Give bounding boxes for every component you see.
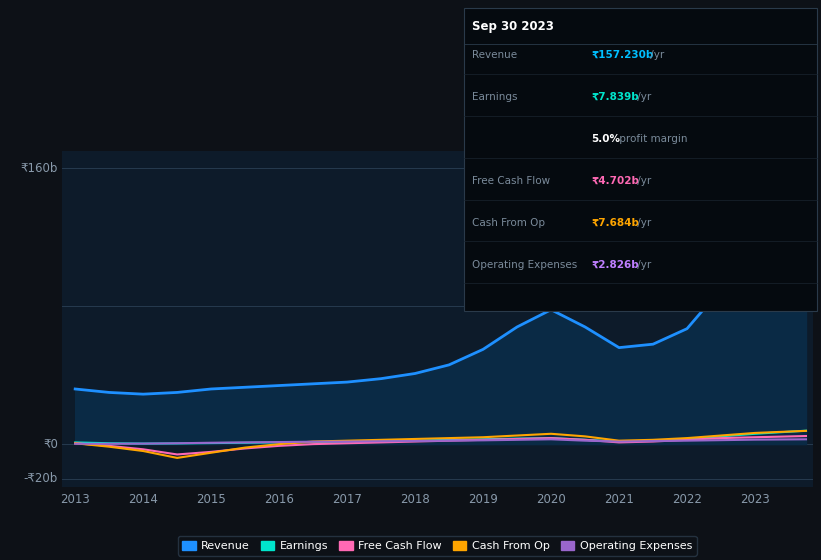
Text: /yr: /yr — [647, 50, 664, 59]
Text: ₹0: ₹0 — [43, 437, 57, 451]
Text: 5.0%: 5.0% — [591, 134, 620, 143]
Text: Free Cash Flow: Free Cash Flow — [472, 176, 550, 185]
Text: Earnings: Earnings — [472, 92, 517, 101]
Text: /yr: /yr — [635, 260, 652, 269]
Legend: Revenue, Earnings, Free Cash Flow, Cash From Op, Operating Expenses: Revenue, Earnings, Free Cash Flow, Cash … — [177, 536, 697, 556]
Text: /yr: /yr — [635, 218, 652, 227]
Text: Operating Expenses: Operating Expenses — [472, 260, 577, 269]
Text: ₹7.839b: ₹7.839b — [591, 92, 639, 101]
Text: /yr: /yr — [635, 92, 652, 101]
Text: ₹7.684b: ₹7.684b — [591, 218, 639, 227]
Text: ₹157.230b: ₹157.230b — [591, 50, 654, 59]
Text: -₹20b: -₹20b — [24, 472, 57, 485]
Text: /yr: /yr — [635, 176, 652, 185]
Text: Sep 30 2023: Sep 30 2023 — [472, 20, 554, 32]
Text: ₹160b: ₹160b — [21, 162, 57, 175]
Text: Revenue: Revenue — [472, 50, 517, 59]
Text: ₹4.702b: ₹4.702b — [591, 176, 639, 185]
Text: profit margin: profit margin — [616, 134, 687, 143]
Text: Cash From Op: Cash From Op — [472, 218, 545, 227]
Text: ₹2.826b: ₹2.826b — [591, 260, 639, 269]
